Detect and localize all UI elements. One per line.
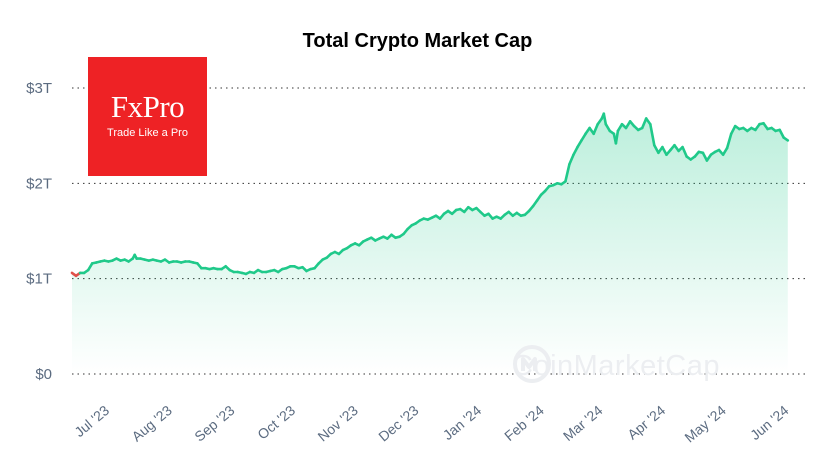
x-tick-label: Jul '23 [71,402,112,440]
series-segment [572,145,579,156]
x-tick-label: May '24 [681,402,729,446]
series-segment [778,128,786,139]
series-segment [725,132,733,150]
logo-tagline: Trade Like a Pro [107,127,188,139]
y-axis: $0 $1T $2T $3T [26,80,52,383]
series-segment [568,153,575,166]
series-segment [604,122,612,133]
x-tick-label: Jun '24 [747,402,792,443]
series-segment [681,145,689,158]
series-segment [640,117,648,130]
series-segment [576,139,583,149]
area-fill [72,113,788,374]
coinmarketcap-watermark: CoinMarketCap [512,344,720,388]
area-layer [72,113,788,374]
series-segment [602,112,608,126]
y-tick-label: $1T [26,271,52,288]
y-tick-label: $3T [26,80,52,97]
x-tick-label: Jan '24 [440,402,485,443]
y-tick-label: $0 [35,366,52,383]
fxpro-logo: FxPro Trade Like a Pro [88,57,207,176]
x-tick-label: Feb '24 [501,402,547,444]
chart-title: Total Crypto Market Cap [302,30,533,52]
x-tick-label: Nov '23 [315,402,361,445]
x-tick-label: Dec '23 [375,402,421,445]
series-segment [564,163,571,183]
y-tick-label: $2T [26,175,52,192]
logo-name: FxPro [110,89,185,124]
x-tick-label: Mar '24 [560,402,606,444]
line-layer [70,112,790,278]
x-tick-label: Apr '24 [624,402,668,443]
series-segment [86,262,94,272]
series-segment [729,124,737,136]
coinmarketcap-icon [513,345,551,383]
series-segment [661,145,668,156]
series-segment [648,122,656,147]
series-segment [592,122,600,136]
x-tick-label: Sep '23 [191,402,237,445]
series-segment [614,129,620,145]
x-tick-label: Oct '23 [254,402,298,443]
series-segment [782,136,790,142]
x-axis: Jul '23 Aug '23 Sep '23 Oct '23 Nov '23 Dec '… [71,402,791,446]
x-tick-label: Aug '23 [129,402,175,445]
